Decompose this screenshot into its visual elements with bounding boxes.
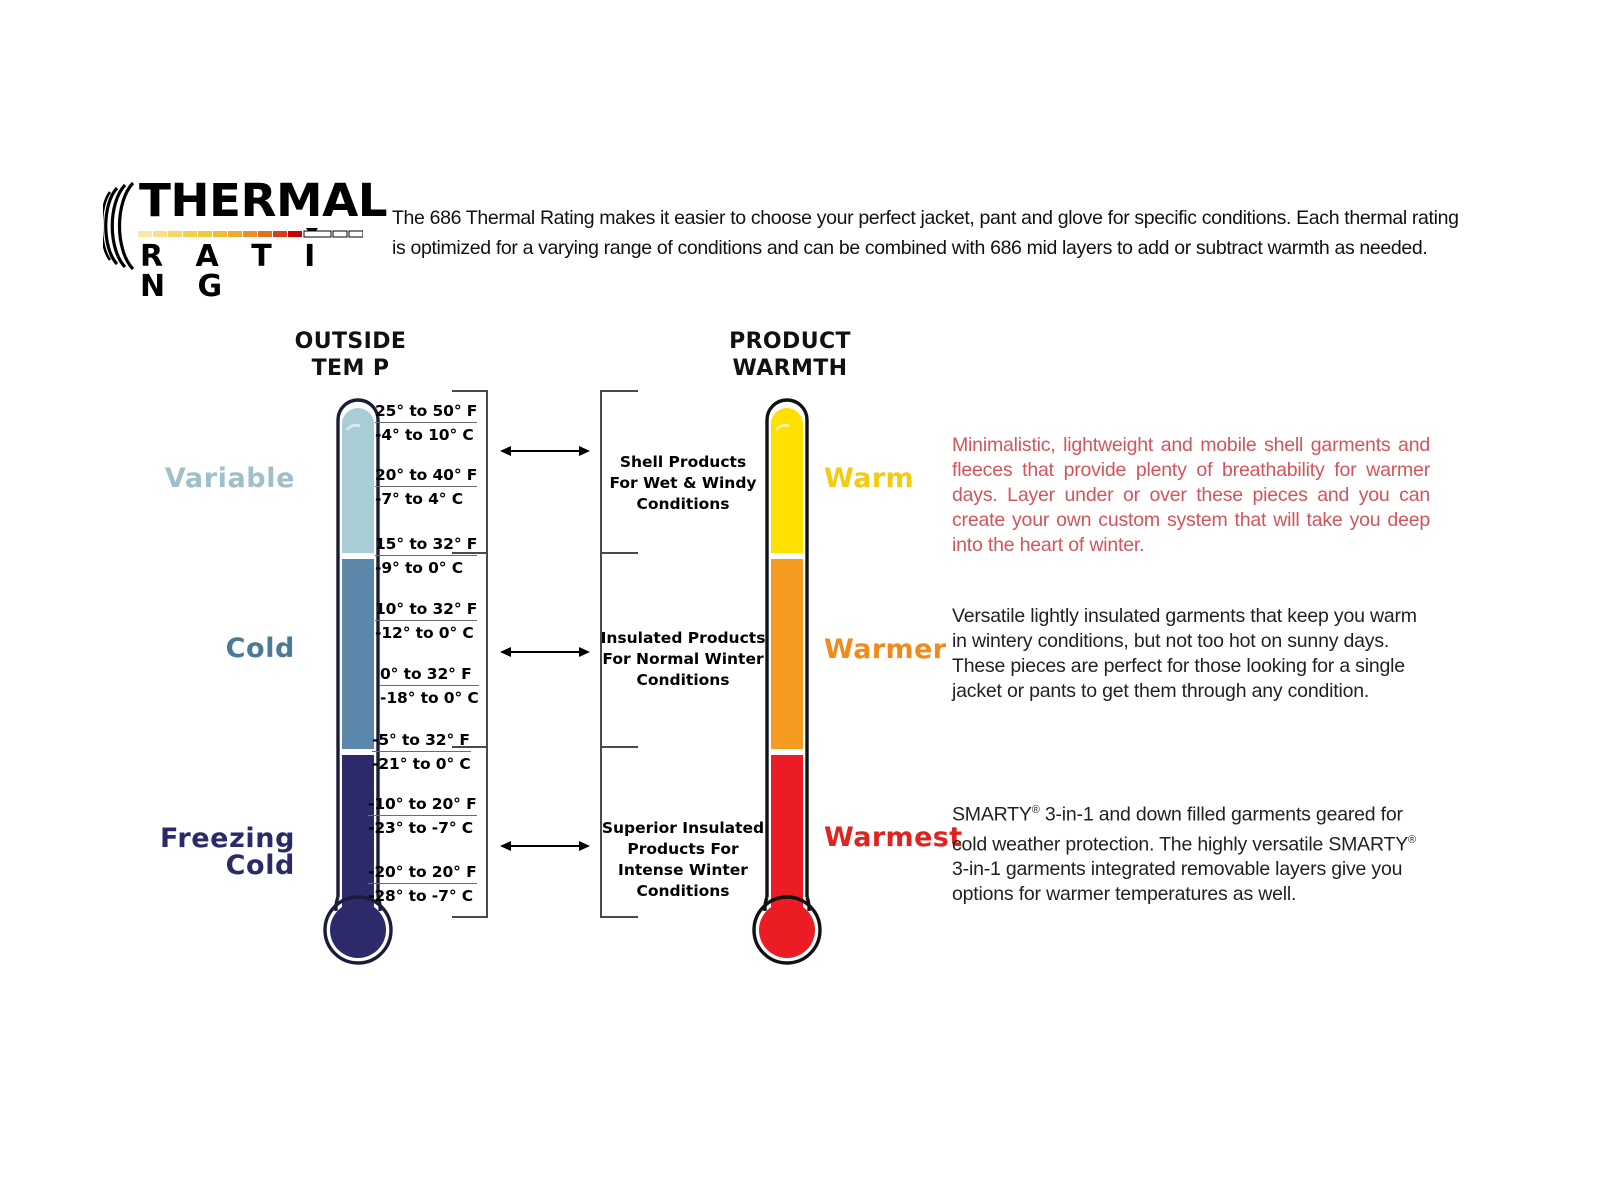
product-category-superior: Superior Insulated Products For Intense … (578, 818, 788, 902)
logo-gradient-bar (138, 228, 363, 238)
description-warmest-sup2: ® (1408, 833, 1416, 846)
temp-reading-1: 25° to 50° F -4° to 10° C (375, 402, 477, 444)
heat-waves-icon (103, 181, 135, 271)
product-category-shell: Shell Products For Wet & Windy Condition… (578, 452, 788, 515)
temp-reading-3: 15° to 32° F -9° to 0° C (375, 535, 477, 577)
product-warmth-heading-line1: PRODUCT (729, 329, 851, 354)
temp-reading-2: 20° to 40° F -7° to 4° C (375, 466, 477, 508)
description-warmest-sup1: ® (1031, 804, 1040, 816)
temp-reading-7: -10° to 20° F -23° to -7° C (368, 795, 477, 837)
temp-reading-6-f: -5° to 32° F (372, 731, 471, 752)
product-thermometer-graphic (752, 398, 822, 965)
temp-reading-3-f: 15° to 32° F (375, 535, 477, 556)
product-warmth-heading-line2: WARMTH (732, 356, 848, 381)
temp-reading-2-f: 20° to 40° F (375, 466, 477, 487)
product-category-bracket (600, 390, 638, 918)
temp-reading-1-f: 25° to 50° F (375, 402, 477, 423)
temp-reading-6-c: -21° to 0° C (372, 755, 471, 773)
product-category-superior-line2: Products For (627, 840, 739, 858)
outside-temp-heading: OUTSIDE TEM P (258, 328, 443, 382)
temp-reading-6: -5° to 32° F -21° to 0° C (372, 731, 471, 773)
temp-reading-2-c: -7° to 4° C (375, 490, 464, 508)
outside-temp-heading-line1: OUTSIDE (294, 329, 407, 354)
connector-arrow-2 (500, 647, 590, 657)
product-warmth-heading: PRODUCT WARMTH (690, 328, 890, 382)
intro-paragraph: The 686 Thermal Rating makes it easier t… (392, 207, 1459, 259)
temp-reading-7-f: -10° to 20° F (368, 795, 477, 816)
description-warmest: SMARTY® 3-in-1 and down filled garments … (952, 798, 1430, 907)
product-warmth-thermometer (752, 392, 822, 972)
temp-reading-5: 0° to 32° F -18° to 0° C (380, 665, 479, 707)
temp-reading-3-c: -9° to 0° C (375, 559, 464, 577)
description-warmest-part1: SMARTY (952, 803, 1032, 826)
product-category-insulated-line3: Conditions (636, 671, 730, 689)
warmth-label-warmest: Warmest (824, 822, 963, 853)
description-warmer: Versatile lightly insulated garments tha… (952, 605, 1417, 702)
temp-reading-8-c: -28° to -7° C (368, 887, 474, 905)
category-label-variable: Variable (164, 463, 295, 494)
temp-reading-8-f: -20° to 20° F (368, 863, 477, 884)
temp-reading-1-c: -4° to 10° C (375, 426, 474, 444)
logo-subtitle: R A T I N G (140, 239, 327, 304)
product-category-shell-line3: Conditions (636, 495, 730, 513)
temp-reading-7-c: -23° to -7° C (368, 819, 474, 837)
outside-temp-thermometer (323, 392, 393, 972)
outside-temp-heading-line2: TEM P (311, 356, 390, 381)
outside-thermometer-graphic (323, 398, 393, 965)
product-category-superior-line1: Superior Insulated (601, 819, 765, 837)
logo-title: THERMAL (139, 174, 388, 227)
product-category-insulated-line2: For Normal Winter (602, 650, 764, 668)
temp-reading-4-f: 10° to 32° F (375, 600, 477, 621)
warmth-label-warm: Warm (824, 463, 915, 494)
temp-reading-4: 10° to 32° F -12° to 0° C (375, 600, 477, 642)
temp-reading-5-c: -18° to 0° C (380, 689, 479, 707)
thermal-rating-logo: THERMAL R A T I N G (103, 178, 388, 302)
description-warm: Minimalistic, lightweight and mobile she… (952, 434, 1430, 556)
description-warmest-part2: 3-in-1 and down filled garments geared f… (952, 803, 1409, 856)
warmth-label-warmer: Warmer (824, 634, 947, 665)
category-label-cold: Cold (225, 633, 295, 664)
description-warmest-part3: 3-in-1 garments integrated removable lay… (952, 858, 1403, 905)
product-category-insulated: Insulated Products For Normal Winter Con… (578, 628, 788, 691)
category-label-freezing-cold: Freezing Cold (160, 823, 295, 881)
temp-reading-4-c: -12° to 0° C (375, 624, 474, 642)
product-category-superior-line3: Intense Winter (618, 861, 748, 879)
product-category-shell-line1: Shell Products (619, 453, 747, 471)
product-category-insulated-line1: Insulated Products (600, 629, 766, 647)
product-category-superior-line4: Conditions (636, 882, 730, 900)
temp-reading-8: -20° to 20° F -28° to -7° C (368, 863, 477, 905)
connector-arrow-1 (500, 446, 590, 456)
connector-arrow-3 (500, 841, 590, 851)
outside-temp-bracket (452, 390, 490, 918)
product-category-shell-line2: For Wet & Windy (609, 474, 757, 492)
temp-reading-5-f: 0° to 32° F (380, 665, 479, 686)
